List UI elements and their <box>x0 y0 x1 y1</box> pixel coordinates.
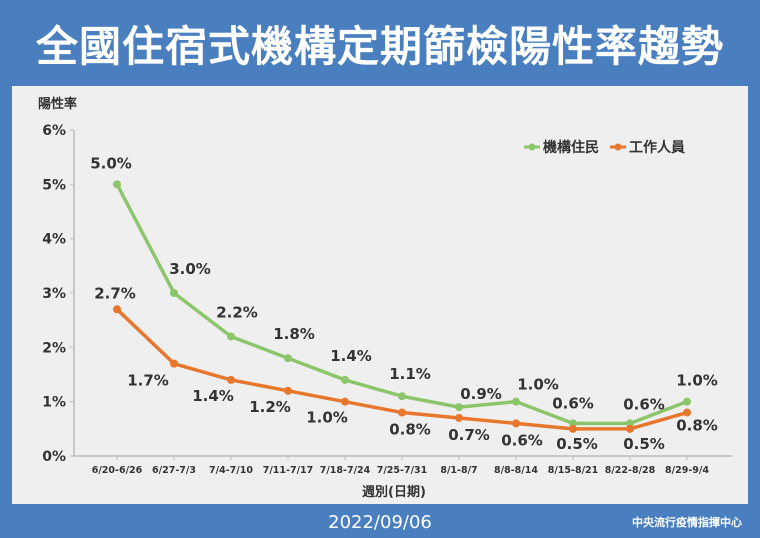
data-point <box>398 408 406 417</box>
y-tick-label: 3% <box>42 286 66 302</box>
data-label: 0.8% <box>676 417 718 435</box>
data-label: 0.8% <box>389 421 431 439</box>
chart-panel: 陽性率 0% 1% 2% 3% 4% 5% 6% 6/20-6/26 6/27-7/3 7/4-7/… <box>12 86 748 504</box>
data-label: 1.8% <box>273 325 315 343</box>
page-title: 全國住宿式機構定期篩檢陽性率趨勢 <box>35 21 724 71</box>
x-tick-label: 8/29-9/4 <box>665 465 709 476</box>
x-tick-label: 7/18-7/24 <box>320 465 371 476</box>
legend-label: 機構住民 <box>543 139 599 156</box>
line-chart: 陽性率 0% 1% 2% 3% 4% 5% 6% 6/20-6/26 6/27-7/3 7/4-7/… <box>38 96 732 500</box>
data-label: 5.0% <box>90 154 132 172</box>
data-label: 1.0% <box>517 376 559 394</box>
data-point <box>626 424 634 433</box>
data-point <box>170 359 178 368</box>
data-point <box>113 305 121 314</box>
data-point <box>455 413 463 422</box>
y-tick-label: 5% <box>42 177 66 193</box>
data-point <box>227 375 235 384</box>
x-tick-label: 8/1-8/7 <box>440 465 477 476</box>
x-tick-label: 8/22-8/28 <box>605 465 656 476</box>
data-point <box>512 419 520 428</box>
data-label: 1.2% <box>249 398 291 416</box>
x-tick-label: 7/4-7/10 <box>209 465 253 476</box>
data-point <box>455 403 463 412</box>
y-tick-label: 1% <box>42 395 66 411</box>
data-point <box>683 397 691 406</box>
y-tick-label: 2% <box>42 340 66 356</box>
data-point <box>569 424 577 433</box>
data-point <box>284 354 292 363</box>
data-point <box>227 332 235 341</box>
data-point <box>170 289 178 297</box>
data-label: 1.4% <box>192 387 234 405</box>
y-axis-label: 陽性率 <box>38 96 77 112</box>
data-point <box>113 180 121 189</box>
footer-source: 中央流行疫情指揮中心 <box>632 516 742 529</box>
legend-label: 工作人員 <box>629 139 685 156</box>
data-label: 0.5% <box>556 435 598 453</box>
data-label: 1.0% <box>306 409 348 427</box>
data-label: 1.4% <box>330 347 372 365</box>
x-tick-label: 8/8-8/14 <box>494 465 538 476</box>
data-label: 3.0% <box>169 260 211 278</box>
data-label: 0.6% <box>501 431 543 449</box>
data-point <box>284 386 292 395</box>
legend-marker <box>528 143 536 151</box>
data-point <box>398 392 406 401</box>
data-point <box>512 397 520 406</box>
data-label: 0.9% <box>460 385 502 403</box>
data-point <box>341 375 349 384</box>
data-label: 1.1% <box>389 365 431 383</box>
y-tick-label: 0% <box>42 449 66 465</box>
y-tick-label: 4% <box>42 232 66 248</box>
data-label: 2.7% <box>94 284 136 302</box>
data-label: 0.6% <box>623 395 665 413</box>
data-point <box>341 397 349 406</box>
x-tick-label: 7/25-7/31 <box>377 465 428 476</box>
data-label: 1.7% <box>127 372 169 390</box>
data-label: 0.6% <box>552 394 594 412</box>
data-point <box>683 408 691 417</box>
x-tick-label: 8/15-8/21 <box>548 465 599 476</box>
data-label: 0.5% <box>623 435 665 453</box>
data-label: 2.2% <box>216 303 258 321</box>
data-label: 0.7% <box>448 426 490 444</box>
footer-date: 2022/09/06 <box>328 512 432 533</box>
x-tick-label: 7/11-7/17 <box>263 465 314 476</box>
y-tick-label: 6% <box>42 123 66 139</box>
legend-marker <box>614 143 622 151</box>
data-label: 1.0% <box>676 372 718 390</box>
x-tick-label: 6/20-6/26 <box>92 465 143 476</box>
x-tick-label: 6/27-7/3 <box>152 465 196 476</box>
x-axis-label: 週別(日期) <box>362 485 426 500</box>
